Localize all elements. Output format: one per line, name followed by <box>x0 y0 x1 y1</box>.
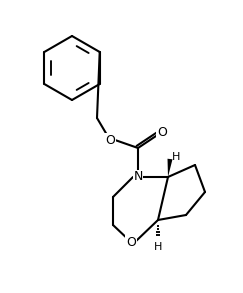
Text: O: O <box>105 134 115 146</box>
Text: O: O <box>126 236 136 248</box>
Text: H: H <box>154 242 162 252</box>
Polygon shape <box>167 159 173 177</box>
Text: N: N <box>133 171 143 183</box>
Text: H: H <box>172 152 180 162</box>
Text: O: O <box>157 125 167 139</box>
